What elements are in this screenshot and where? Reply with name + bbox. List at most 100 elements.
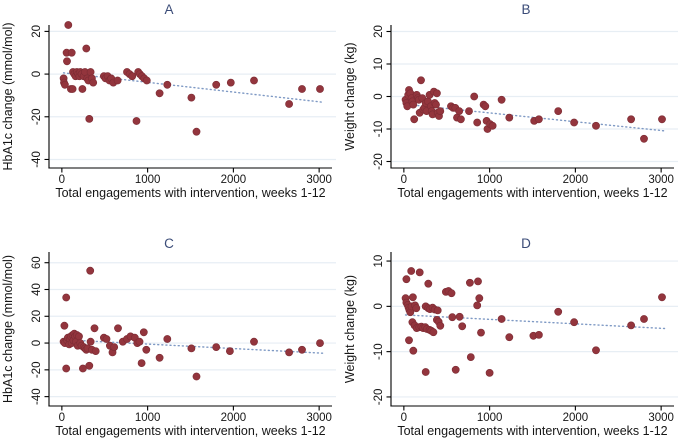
panel-title: B: [521, 2, 530, 17]
data-point: [475, 294, 484, 303]
data-point: [187, 344, 196, 353]
data-point: [155, 353, 164, 362]
data-point: [451, 365, 460, 374]
data-point: [60, 321, 69, 330]
x-tick-label: 3000: [648, 174, 674, 186]
data-point: [85, 115, 94, 123]
data-point: [155, 89, 164, 98]
data-point: [627, 321, 635, 330]
data-point: [592, 346, 600, 355]
data-point: [110, 343, 119, 351]
data-point: [86, 68, 95, 76]
data-point: [192, 372, 201, 381]
data-point: [436, 321, 445, 330]
data-point: [424, 279, 433, 288]
y-tick-label: 10: [373, 255, 385, 268]
x-tick-label: 1000: [135, 412, 161, 424]
data-point: [433, 89, 441, 98]
data-point: [470, 92, 479, 101]
data-point: [316, 85, 324, 93]
x-tick-label: 0: [401, 174, 407, 186]
data-point: [78, 85, 87, 93]
data-point: [466, 278, 474, 287]
data-point: [455, 107, 464, 115]
panel-c: 0 1000 2000 3000 -40 -20 0 20 40 60 Total engageme…: [0, 222, 342, 445]
data-point: [285, 348, 293, 357]
x-axis-label: Total engagements with intervention, wee…: [55, 424, 325, 438]
y-tick-label: -10: [373, 343, 385, 360]
data-point: [592, 121, 600, 130]
data-point: [62, 364, 71, 373]
data-point: [85, 361, 94, 370]
data-point: [534, 331, 543, 339]
panel-a: 0 1000 2000 3000 -40 -20 0 20 Total engagements …: [0, 0, 342, 222]
y-tick-label: -20: [31, 362, 43, 379]
x-tick-label: 0: [59, 174, 65, 186]
data-point: [128, 72, 137, 81]
data-point: [250, 337, 258, 346]
y-tick-label: -20: [31, 108, 43, 125]
panel-title: C: [164, 236, 174, 251]
data-point: [433, 306, 442, 315]
data-point: [75, 332, 83, 341]
y-tick-label: 20: [31, 25, 43, 38]
x-tick-label: 1000: [477, 174, 503, 186]
data-point: [465, 107, 473, 115]
data-point: [448, 313, 457, 322]
trend-line: [62, 72, 325, 103]
data-point: [497, 315, 506, 323]
data-point: [466, 353, 475, 361]
panel-c-plot: 0 1000 2000 3000 -40 -20 0 20 40 60 Total engageme…: [1, 236, 336, 438]
data-point: [554, 307, 563, 316]
data-point: [410, 115, 419, 124]
y-tick-label: -10: [373, 121, 385, 138]
panel-title: A: [164, 2, 173, 17]
y-tick-label: 20: [31, 310, 43, 323]
data-point: [570, 118, 578, 127]
panel-b-plot: 0 1000 2000 3000 -20 -10 0 10 20 Total engagement…: [343, 2, 678, 200]
y-tick-label: 40: [31, 283, 43, 296]
data-point: [627, 115, 635, 124]
data-point: [68, 85, 77, 93]
y-tick-label: 0: [373, 93, 385, 99]
y-tick-label: -20: [373, 153, 385, 170]
data-point: [412, 304, 421, 313]
y-tick-label: -20: [373, 389, 385, 406]
data-point: [212, 343, 221, 351]
data-point: [250, 76, 258, 85]
data-point: [135, 337, 144, 346]
y-tick-label: 60: [31, 256, 43, 269]
data-point: [457, 115, 465, 124]
y-axis-label: HbA1c change (mmol/mol): [1, 23, 15, 171]
data-point: [488, 121, 497, 130]
trend-line: [62, 339, 325, 354]
panel-b: 0 1000 2000 3000 -20 -10 0 10 20 Total engagement…: [342, 0, 685, 222]
y-tick-label: 10: [373, 58, 385, 71]
x-tick-label: 0: [401, 412, 407, 424]
data-point: [473, 301, 482, 310]
data-point: [225, 347, 234, 356]
y-tick-label: 0: [373, 303, 385, 309]
data-point: [298, 345, 306, 354]
data-point: [187, 93, 196, 102]
data-point: [139, 328, 148, 337]
x-axis-label: Total engagements with intervention, wee…: [397, 186, 667, 200]
data-point: [421, 368, 430, 376]
y-tick-label: 0: [31, 340, 43, 346]
data-point: [132, 117, 141, 125]
data-point: [432, 100, 440, 109]
y-tick-label: 0: [31, 71, 43, 77]
data-point: [409, 346, 418, 355]
x-tick-label: 0: [59, 412, 65, 424]
data-point: [114, 324, 122, 333]
x-tick-label: 2000: [563, 412, 589, 424]
y-tick-label: 20: [373, 25, 385, 38]
x-tick-label: 3000: [648, 412, 674, 424]
trend-line: [404, 314, 667, 330]
y-axis-label: HbA1c change (mmol/mol): [1, 255, 15, 403]
data-point: [429, 328, 438, 337]
data-point: [534, 115, 543, 124]
data-point: [417, 76, 425, 85]
data-point: [477, 328, 485, 337]
